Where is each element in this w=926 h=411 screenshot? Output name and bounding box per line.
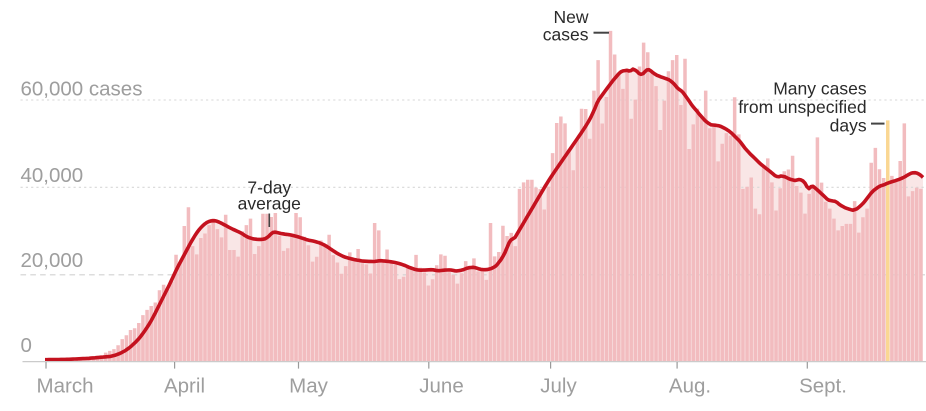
svg-text:7-day: 7-day: [247, 177, 291, 197]
svg-text:60,000 cases: 60,000 cases: [21, 77, 143, 100]
svg-text:Aug.: Aug.: [669, 375, 711, 398]
svg-text:Sept.: Sept.: [799, 375, 847, 398]
svg-text:July: July: [540, 375, 577, 398]
svg-text:0: 0: [21, 334, 32, 357]
svg-text:May: May: [289, 375, 328, 398]
svg-text:average: average: [238, 194, 301, 214]
svg-text:Many cases: Many cases: [773, 78, 867, 98]
svg-text:from unspecified: from unspecified: [738, 97, 866, 117]
svg-text:20,000: 20,000: [21, 249, 84, 272]
svg-text:April: April: [164, 375, 205, 398]
svg-text:March: March: [37, 375, 94, 398]
svg-text:New: New: [553, 7, 588, 27]
svg-text:days: days: [830, 115, 867, 135]
svg-text:June: June: [419, 375, 463, 398]
svg-text:40,000: 40,000: [21, 164, 84, 187]
svg-text:cases: cases: [543, 25, 589, 45]
